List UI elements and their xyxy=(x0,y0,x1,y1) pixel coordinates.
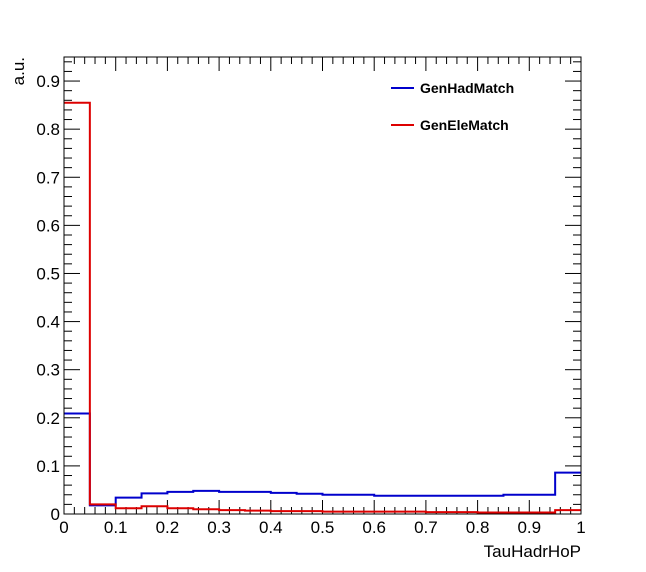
x-tick-label: 0.2 xyxy=(156,518,180,537)
x-tick-label: 0.7 xyxy=(414,518,438,537)
x-tick-label: 1 xyxy=(576,518,585,537)
legend-label-genelematch: GenEleMatch xyxy=(420,117,509,133)
y-tick-label: 0.2 xyxy=(36,409,60,428)
x-tick-label: 0.1 xyxy=(104,518,128,537)
y-tick-label: 0.4 xyxy=(36,313,60,332)
y-tick-label: 0.1 xyxy=(36,457,60,476)
plot-frame xyxy=(63,56,582,515)
y-tick-label: 0 xyxy=(51,505,60,524)
x-tick-label: 0 xyxy=(59,518,68,537)
series-genhadmatch-line xyxy=(64,412,581,507)
legend: GenHadMatch GenEleMatch xyxy=(391,80,514,133)
y-tick-label: 0.5 xyxy=(36,264,60,283)
y-tick-label: 0.8 xyxy=(36,120,60,139)
y-axis-title: a.u. xyxy=(9,57,28,85)
histogram-series xyxy=(64,101,581,514)
legend-label-genhadmatch: GenHadMatch xyxy=(420,80,514,96)
y-tick-label: 0.6 xyxy=(36,216,60,235)
y-tick-label: 0.9 xyxy=(36,72,60,91)
x-tick-label: 0.6 xyxy=(362,518,386,537)
x-tick-label: 0.8 xyxy=(466,518,490,537)
x-tick-label: 0.9 xyxy=(517,518,541,537)
x-axis-title: TauHadrHoP xyxy=(484,542,581,561)
x-tick-label: 0.4 xyxy=(259,518,283,537)
x-tick-label: 0.3 xyxy=(207,518,231,537)
y-tick-label: 0.7 xyxy=(36,168,60,187)
axis-tick-labels: 0 0.1 0.2 0.3 0.4 0.5 0.6 0.7 0.8 0.9 1 0 0.1 0.2 0.3 0… xyxy=(36,72,585,537)
series-genelematch-line xyxy=(64,101,581,514)
x-tick-label: 0.5 xyxy=(311,518,335,537)
y-tick-label: 0.3 xyxy=(36,361,60,380)
